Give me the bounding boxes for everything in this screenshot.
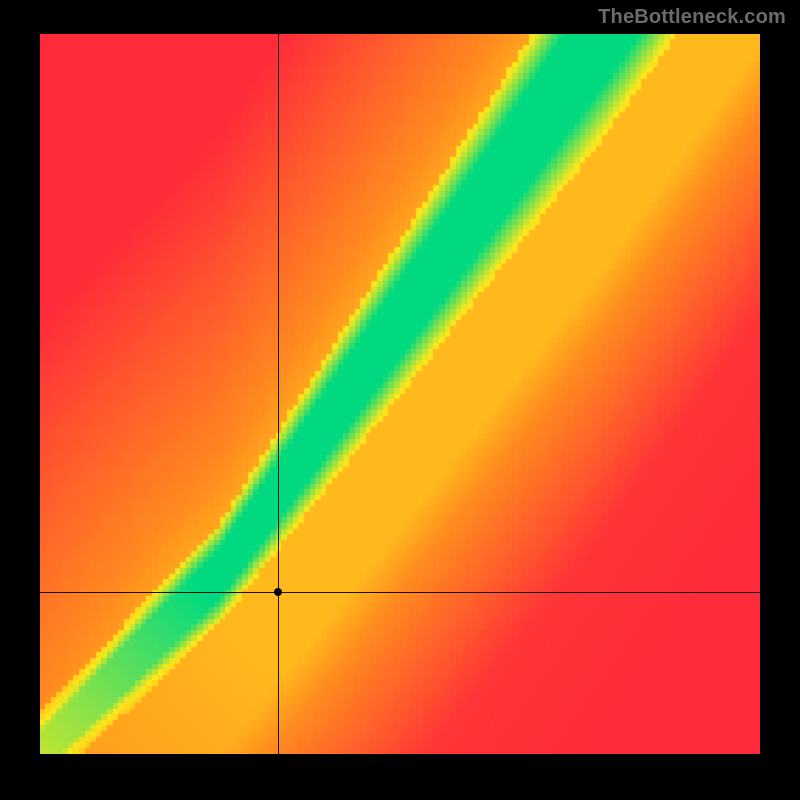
crosshair-horizontal bbox=[40, 592, 760, 593]
watermark-text: TheBottleneck.com bbox=[598, 6, 786, 29]
chart-root: TheBottleneck.com bbox=[0, 0, 800, 800]
bottleneck-heatmap bbox=[40, 34, 760, 754]
crosshair-marker bbox=[274, 588, 282, 596]
crosshair-vertical bbox=[278, 34, 279, 754]
